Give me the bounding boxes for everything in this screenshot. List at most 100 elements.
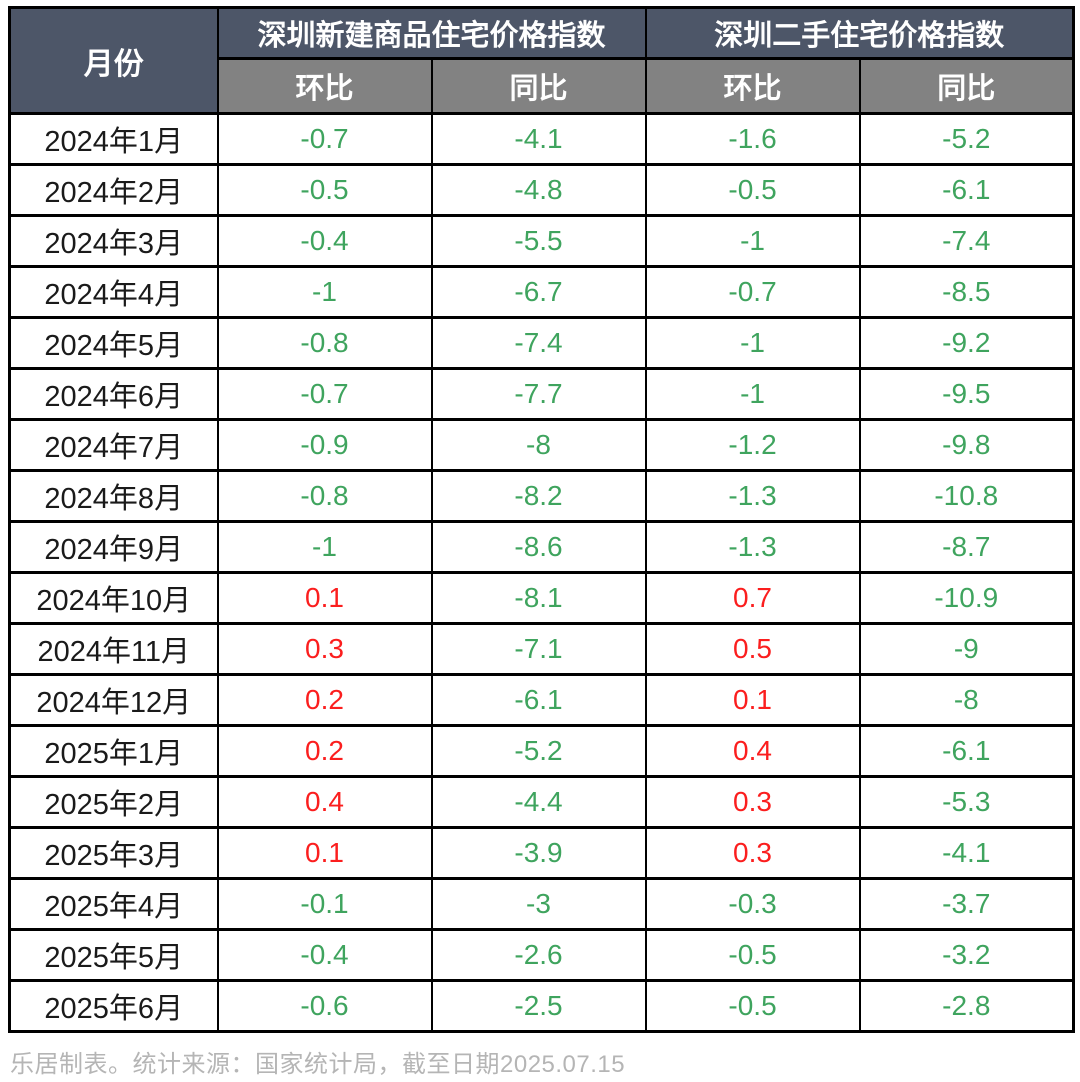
table-row: 2024年9月 -1 -8.6 -1.3 -8.7 [8, 520, 1075, 574]
value-cell: -2.8 [858, 979, 1075, 1033]
value-cell: -5.5 [430, 214, 647, 268]
value-cell: -0.4 [216, 214, 433, 268]
value-cell: -4.4 [430, 775, 647, 829]
month-cell: 2025年3月 [8, 826, 219, 880]
value-cell: 0.5 [644, 622, 861, 676]
table-row: 2024年5月 -0.8 -7.4 -1 -9.2 [8, 316, 1075, 370]
table-row: 2025年4月 -0.1 -3 -0.3 -3.7 [8, 877, 1075, 931]
value-cell: -6.1 [430, 673, 647, 727]
value-cell: 0.2 [216, 724, 433, 778]
value-cell: -4.1 [858, 826, 1075, 880]
month-cell: 2024年2月 [8, 163, 219, 217]
value-cell: -10.8 [858, 469, 1075, 523]
table-row: 2024年10月 0.1 -8.1 0.7 -10.9 [8, 571, 1075, 625]
value-cell: -7.1 [430, 622, 647, 676]
value-cell: -0.1 [216, 877, 433, 931]
subheader-mom-new: 环比 [216, 57, 433, 115]
value-cell: -7.4 [430, 316, 647, 370]
value-cell: -7.7 [430, 367, 647, 421]
subheader-yoy-new: 同比 [430, 57, 647, 115]
value-cell: -0.4 [216, 928, 433, 982]
value-cell: -0.7 [644, 265, 861, 319]
value-cell: -3.9 [430, 826, 647, 880]
value-cell: -1 [644, 367, 861, 421]
month-cell: 2025年5月 [8, 928, 219, 982]
value-cell: -1 [644, 316, 861, 370]
value-cell: -8.5 [858, 265, 1075, 319]
group-header-new-homes: 深圳新建商品住宅价格指数 [216, 6, 647, 60]
value-cell: -0.9 [216, 418, 433, 472]
value-cell: -3 [430, 877, 647, 931]
value-cell: -0.3 [644, 877, 861, 931]
table-row: 2024年2月 -0.5 -4.8 -0.5 -6.1 [8, 163, 1075, 217]
value-cell: 0.1 [644, 673, 861, 727]
value-cell: -1 [216, 520, 433, 574]
value-cell: -3.7 [858, 877, 1075, 931]
value-cell: -6.1 [858, 163, 1075, 217]
value-cell: -2.6 [430, 928, 647, 982]
month-cell: 2024年3月 [8, 214, 219, 268]
value-cell: 0.3 [644, 826, 861, 880]
value-cell: -0.5 [216, 163, 433, 217]
value-cell: -1.2 [644, 418, 861, 472]
value-cell: -7.4 [858, 214, 1075, 268]
value-cell: -5.2 [858, 112, 1075, 166]
value-cell: -8.6 [430, 520, 647, 574]
month-cell: 2024年9月 [8, 520, 219, 574]
group-header-secondhand-homes: 深圳二手住宅价格指数 [644, 6, 1075, 60]
month-cell: 2024年6月 [8, 367, 219, 421]
value-cell: -0.5 [644, 163, 861, 217]
month-cell: 2024年8月 [8, 469, 219, 523]
subheader-mom-secondhand: 环比 [644, 57, 861, 115]
subheader-yoy-secondhand: 同比 [858, 57, 1075, 115]
value-cell: -1.3 [644, 520, 861, 574]
table-row: 2024年7月 -0.9 -8 -1.2 -9.8 [8, 418, 1075, 472]
month-cell: 2024年10月 [8, 571, 219, 625]
value-cell: -1 [644, 214, 861, 268]
table-row: 2025年5月 -0.4 -2.6 -0.5 -3.2 [8, 928, 1075, 982]
value-cell: 0.2 [216, 673, 433, 727]
value-cell: -8 [858, 673, 1075, 727]
sub-header-row: 环比 同比 环比 同比 [10, 57, 1075, 115]
table-row: 2025年2月 0.4 -4.4 0.3 -5.3 [8, 775, 1075, 829]
month-cell: 2024年1月 [8, 112, 219, 166]
value-cell: -2.5 [430, 979, 647, 1033]
month-cell: 2025年6月 [8, 979, 219, 1033]
table-row: 2024年3月 -0.4 -5.5 -1 -7.4 [8, 214, 1075, 268]
table-row: 2024年1月 -0.7 -4.1 -1.6 -5.2 [8, 112, 1075, 166]
value-cell: -9.2 [858, 316, 1075, 370]
value-cell: -1 [216, 265, 433, 319]
value-cell: 0.7 [644, 571, 861, 625]
table-body: 2024年1月 -0.7 -4.1 -1.6 -5.2 2024年2月 -0.5 -4.8 -0… [8, 112, 1075, 1033]
value-cell: -9 [858, 622, 1075, 676]
source-note: 乐居制表。统计来源：国家统计局，截至日期2025.07.15 [10, 1051, 626, 1078]
value-cell: -8 [430, 418, 647, 472]
value-cell: 0.3 [216, 622, 433, 676]
value-cell: -4.8 [430, 163, 647, 217]
value-cell: -0.8 [216, 316, 433, 370]
value-cell: -0.8 [216, 469, 433, 523]
month-cell: 2024年11月 [8, 622, 219, 676]
month-cell: 2025年2月 [8, 775, 219, 829]
value-cell: 0.4 [216, 775, 433, 829]
month-cell: 2024年4月 [8, 265, 219, 319]
table-row: 2024年11月 0.3 -7.1 0.5 -9 [8, 622, 1075, 676]
value-cell: 0.3 [644, 775, 861, 829]
table-row: 2025年1月 0.2 -5.2 0.4 -6.1 [8, 724, 1075, 778]
value-cell: -10.9 [858, 571, 1075, 625]
table-row: 2024年8月 -0.8 -8.2 -1.3 -10.8 [8, 469, 1075, 523]
month-cell: 2024年5月 [8, 316, 219, 370]
value-cell: 0.1 [216, 826, 433, 880]
table-row: 2024年12月 0.2 -6.1 0.1 -8 [8, 673, 1075, 727]
value-cell: -5.3 [858, 775, 1075, 829]
value-cell: -0.6 [216, 979, 433, 1033]
value-cell: -8.2 [430, 469, 647, 523]
value-cell: -0.5 [644, 979, 861, 1033]
month-cell: 2025年1月 [8, 724, 219, 778]
value-cell: -9.5 [858, 367, 1075, 421]
value-cell: -1.6 [644, 112, 861, 166]
value-cell: -6.1 [858, 724, 1075, 778]
value-cell: -0.7 [216, 112, 433, 166]
value-cell: -4.1 [430, 112, 647, 166]
